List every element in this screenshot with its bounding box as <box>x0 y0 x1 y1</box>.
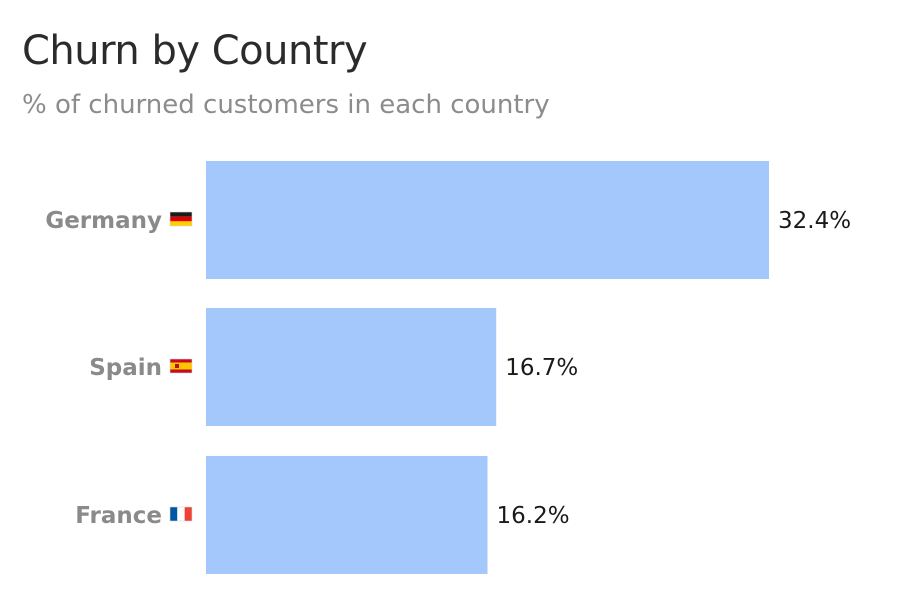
category-label-spain: Spain <box>89 355 162 381</box>
chart-title: Churn by Country <box>22 28 368 74</box>
chart-subtitle: % of churned customers in each country <box>22 90 550 120</box>
category-label-france: France <box>75 503 162 529</box>
value-label-france: 16.2% <box>497 503 570 529</box>
value-label-germany: 32.4% <box>778 208 851 234</box>
value-label-spain: 16.7% <box>505 355 578 381</box>
flag-es-icon <box>169 358 193 374</box>
flag-de-icon <box>169 211 193 227</box>
bar-france <box>206 456 488 574</box>
bar-spain <box>206 308 497 426</box>
category-label-germany: Germany <box>45 208 162 234</box>
bar-germany <box>206 161 769 279</box>
flag-fr-icon <box>169 506 193 522</box>
